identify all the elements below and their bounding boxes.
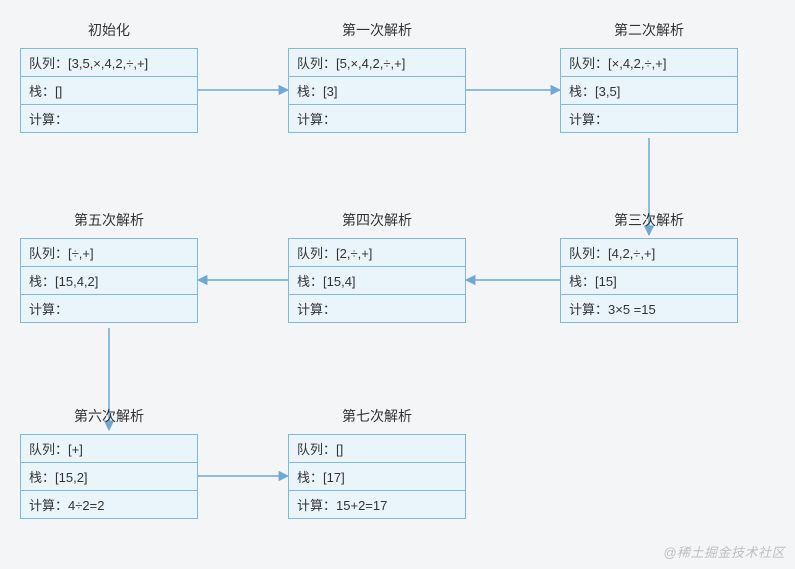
queue-label: 队列： [297,442,336,457]
row-stack: 栈：[] [21,77,197,105]
node-box: 队列：[2,÷,+]栈：[15,4]计算： [288,238,466,323]
queue-label: 队列： [29,56,68,71]
watermark: @稀土掘金技术社区 [663,542,785,561]
node-title: 第六次解析 [20,406,198,426]
stack-label: 栈： [297,84,323,99]
stack-value: [] [55,84,62,99]
node-box: 队列：[÷,+]栈：[15,4,2]计算： [20,238,198,323]
row-queue: 队列：[] [289,435,465,463]
calc-label: 计算： [297,498,336,513]
queue-label: 队列： [569,246,608,261]
calc-value: 15+2=17 [336,498,387,513]
calc-label: 计算： [297,302,336,317]
stack-value: [3] [323,84,337,99]
row-calc: 计算：15+2=17 [289,491,465,518]
queue-value: [4,2,÷,+] [608,246,655,261]
queue-label: 队列： [297,246,336,261]
node-title: 第四次解析 [288,210,466,230]
row-calc: 计算： [21,295,197,322]
queue-value: [2,÷,+] [336,246,372,261]
row-queue: 队列：[÷,+] [21,239,197,267]
row-calc: 计算： [561,105,737,132]
row-queue: 队列：[+] [21,435,197,463]
node-title: 第七次解析 [288,406,466,426]
row-queue: 队列：[2,÷,+] [289,239,465,267]
queue-value: [3,5,×,4,2,÷,+] [68,56,148,71]
calc-label: 计算： [569,112,608,127]
stack-label: 栈： [297,274,323,289]
queue-label: 队列： [29,246,68,261]
stack-value: [17] [323,470,345,485]
row-stack: 栈：[15,4] [289,267,465,295]
stack-value: [15,2] [55,470,88,485]
row-queue: 队列：[3,5,×,4,2,÷,+] [21,49,197,77]
stack-value: [3,5] [595,84,620,99]
node-box: 队列：[]栈：[17]计算：15+2=17 [288,434,466,519]
queue-value: [5,×,4,2,÷,+] [336,56,405,71]
node-n4: 第四次解析队列：[2,÷,+]栈：[15,4]计算： [288,210,466,323]
stack-label: 栈： [29,84,55,99]
calc-label: 计算： [569,302,608,317]
node-box: 队列：[5,×,4,2,÷,+]栈：[3]计算： [288,48,466,133]
queue-value: [÷,+] [68,246,94,261]
row-calc: 计算： [289,105,465,132]
row-stack: 栈：[15,4,2] [21,267,197,295]
row-stack: 栈：[15] [561,267,737,295]
stack-label: 栈： [29,274,55,289]
calc-label: 计算： [29,112,68,127]
queue-value: [×,4,2,÷,+] [608,56,666,71]
node-box: 队列：[+]栈：[15,2]计算：4÷2=2 [20,434,198,519]
row-queue: 队列：[5,×,4,2,÷,+] [289,49,465,77]
calc-label: 计算： [297,112,336,127]
row-stack: 栈：[15,2] [21,463,197,491]
calc-label: 计算： [29,498,68,513]
row-stack: 栈：[3] [289,77,465,105]
stack-value: [15] [595,274,617,289]
row-calc: 计算： [289,295,465,322]
node-title: 第五次解析 [20,210,198,230]
stack-label: 栈： [569,274,595,289]
node-title: 第三次解析 [560,210,738,230]
stack-label: 栈： [297,470,323,485]
calc-value: 4÷2=2 [68,498,104,513]
row-stack: 栈：[3,5] [561,77,737,105]
row-calc: 计算：4÷2=2 [21,491,197,518]
row-calc: 计算：3×5 =15 [561,295,737,322]
row-stack: 栈：[17] [289,463,465,491]
stack-label: 栈： [29,470,55,485]
node-n1: 第一次解析队列：[5,×,4,2,÷,+]栈：[3]计算： [288,20,466,133]
row-calc: 计算： [21,105,197,132]
node-n3: 第三次解析队列：[4,2,÷,+]栈：[15]计算：3×5 =15 [560,210,738,323]
node-n5: 第五次解析队列：[÷,+]栈：[15,4,2]计算： [20,210,198,323]
node-box: 队列：[4,2,÷,+]栈：[15]计算：3×5 =15 [560,238,738,323]
node-box: 队列：[×,4,2,÷,+]栈：[3,5]计算： [560,48,738,133]
queue-value: [+] [68,442,83,457]
queue-label: 队列： [297,56,336,71]
node-title: 初始化 [20,20,198,40]
calc-label: 计算： [29,302,68,317]
stack-label: 栈： [569,84,595,99]
node-n2: 第二次解析队列：[×,4,2,÷,+]栈：[3,5]计算： [560,20,738,133]
node-box: 队列：[3,5,×,4,2,÷,+]栈：[]计算： [20,48,198,133]
node-title: 第二次解析 [560,20,738,40]
node-n7: 第七次解析队列：[]栈：[17]计算：15+2=17 [288,406,466,519]
node-n6: 第六次解析队列：[+]栈：[15,2]计算：4÷2=2 [20,406,198,519]
row-queue: 队列：[×,4,2,÷,+] [561,49,737,77]
queue-value: [] [336,442,343,457]
stack-value: [15,4] [323,274,356,289]
calc-value: 3×5 =15 [608,302,656,317]
stack-value: [15,4,2] [55,274,98,289]
queue-label: 队列： [569,56,608,71]
node-n0: 初始化队列：[3,5,×,4,2,÷,+]栈：[]计算： [20,20,198,133]
row-queue: 队列：[4,2,÷,+] [561,239,737,267]
node-title: 第一次解析 [288,20,466,40]
queue-label: 队列： [29,442,68,457]
